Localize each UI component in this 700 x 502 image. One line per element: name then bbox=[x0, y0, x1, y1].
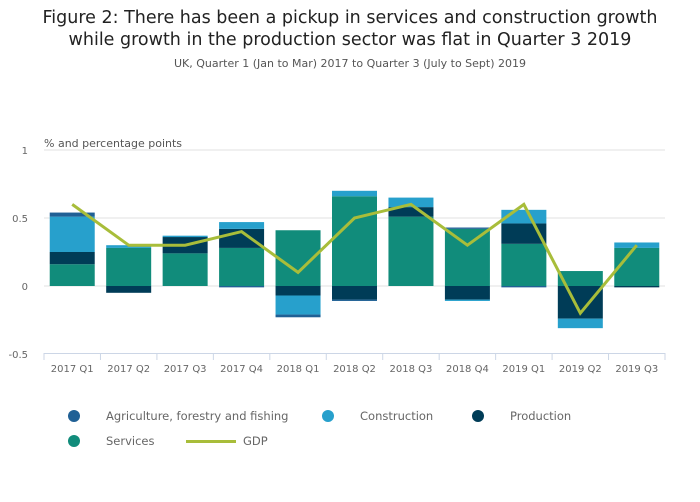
bar-services-2017-q1 bbox=[49, 264, 95, 286]
legend-label: GDP bbox=[243, 434, 268, 448]
y-tick-label: 0 bbox=[22, 282, 28, 293]
x-tick-label: 2017 Q1 bbox=[51, 364, 94, 375]
x-tick-label: 2017 Q4 bbox=[220, 364, 263, 375]
legend-label: Construction bbox=[360, 409, 434, 423]
legend-dot-icon bbox=[68, 410, 80, 422]
bar-services-2018-q2 bbox=[332, 196, 377, 286]
bar-services-2018-q3 bbox=[388, 216, 434, 286]
x-tick-label: 2018 Q2 bbox=[333, 364, 376, 375]
x-tick-label: 2019 Q1 bbox=[502, 364, 545, 375]
bar-services-2017-q2 bbox=[106, 247, 152, 286]
x-tick-label: 2018 Q4 bbox=[446, 364, 489, 375]
legend-dot-icon bbox=[322, 410, 334, 422]
y-tick-label: 0.5 bbox=[12, 214, 28, 225]
bar-construction-2019-q2 bbox=[557, 318, 603, 329]
bar-production-2018-q4 bbox=[444, 286, 490, 300]
y-axis-label: % and percentage points bbox=[44, 137, 182, 150]
title-line-2: while growth in the production sector wa… bbox=[68, 30, 632, 50]
bar-production-2017-q1 bbox=[49, 252, 95, 265]
bar-agriculture-forestry-and-fishing-2017-q4 bbox=[219, 286, 265, 288]
x-tick-label: 2018 Q3 bbox=[390, 364, 433, 375]
bar-production-2018-q3 bbox=[388, 207, 434, 217]
bar-agriculture-forestry-and-fishing-2018-q4 bbox=[444, 227, 490, 229]
chart-title: Figure 2: There has been a pickup in ser… bbox=[0, 7, 700, 51]
bar-agriculture-forestry-and-fishing-2019-q1 bbox=[501, 286, 547, 288]
bar-agriculture-forestry-and-fishing-2017-q1 bbox=[49, 212, 95, 217]
legend-label: Production bbox=[510, 409, 572, 423]
title-line-1: Figure 2: There has been a pickup in ser… bbox=[42, 8, 658, 28]
legend-label: Services bbox=[106, 434, 155, 448]
bar-production-2019-q3 bbox=[614, 286, 660, 288]
y-tick-label: 1 bbox=[22, 146, 28, 157]
bar-agriculture-forestry-and-fishing-2018-q1 bbox=[275, 314, 321, 318]
x-tick-label: 2019 Q2 bbox=[559, 364, 602, 375]
x-tick-label: 2017 Q3 bbox=[164, 364, 207, 375]
bar-production-2018-q1 bbox=[275, 286, 321, 296]
x-tick-label: 2019 Q3 bbox=[615, 364, 658, 375]
x-tick-label: 2018 Q1 bbox=[277, 364, 320, 375]
bar-services-2017-q4 bbox=[219, 247, 265, 286]
bar-construction-2017-q1 bbox=[49, 216, 95, 252]
bar-construction-2018-q2 bbox=[332, 190, 377, 197]
bar-construction-2018-q3 bbox=[388, 197, 434, 208]
legend-label: Agriculture, forestry and fishing bbox=[106, 409, 289, 423]
legend-dot-icon bbox=[68, 435, 80, 447]
legend-line-icon bbox=[186, 440, 236, 443]
x-tick-label: 2017 Q2 bbox=[107, 364, 150, 375]
bar-construction-2017-q4 bbox=[219, 222, 265, 229]
bar-services-2018-q4 bbox=[444, 228, 490, 286]
bar-services-2017-q3 bbox=[162, 253, 208, 286]
y-tick-label: -0.5 bbox=[8, 350, 28, 361]
bar-construction-2018-q4 bbox=[444, 299, 490, 301]
chart-subtitle: UK, Quarter 1 (Jan to Mar) 2017 to Quart… bbox=[173, 57, 527, 70]
bar-services-2019-q1 bbox=[501, 243, 547, 286]
bar-agriculture-forestry-and-fishing-2018-q2 bbox=[332, 299, 377, 301]
bar-services-2019-q2 bbox=[557, 271, 603, 286]
bar-services-2019-q3 bbox=[614, 247, 660, 286]
legend-dot-icon bbox=[472, 410, 484, 422]
bar-construction-2018-q1 bbox=[275, 295, 321, 315]
bar-construction-2017-q3 bbox=[162, 235, 208, 238]
bar-production-2017-q2 bbox=[106, 286, 152, 293]
bar-production-2018-q2 bbox=[332, 286, 377, 300]
